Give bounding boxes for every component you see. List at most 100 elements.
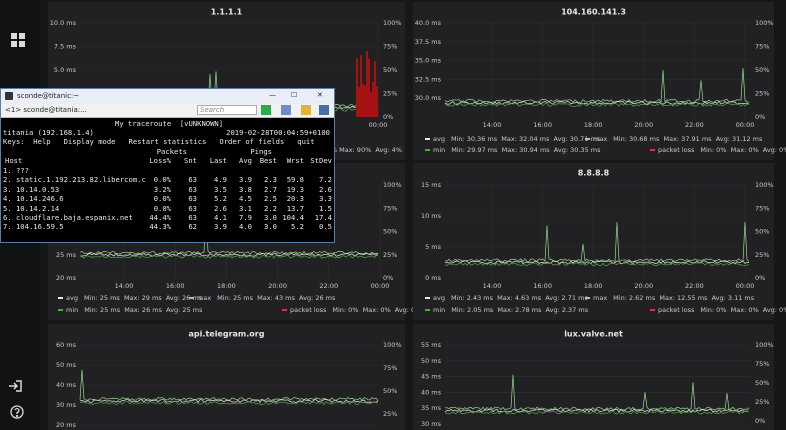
x-tick-label: 00:00 [736,282,755,290]
table-cell: 3.1 [239,203,252,213]
table-cell: 2. static.1.192.213.82.libercom.c [3,175,146,185]
loss-bar [362,83,364,117]
y2-tick-label: 100% [383,19,402,27]
y2-tick-label: 0% [755,417,765,425]
y-tick-label: 30.0 ms [415,94,442,102]
y-tick-label: 40.0 ms [415,19,442,27]
table-cell: 5.2 [214,194,227,204]
trace [79,212,379,255]
table-cell: 2.6 [319,184,332,194]
table-cell: 3.0 [264,213,277,222]
legend-swatch [58,297,63,299]
y2-tick-label: 50% [755,66,769,74]
title-bar: sconde@titanic:~ — ☐ ✕ [1,89,334,104]
minimize-button[interactable]: — [269,91,276,99]
x-tick-label: 16:00 [533,282,552,290]
table-cell: 63 [188,203,197,213]
x-tick-label: 00:00 [371,282,390,290]
legend-name: packet loss [658,146,695,154]
panel [48,324,405,430]
legend-name: min [433,306,445,314]
legend-stats: Min: 2.62 ms Max: 12.55 ms Avg: 3.11 ms [613,294,755,302]
new-tab-button[interactable] [261,105,271,115]
view-button[interactable] [281,105,291,115]
y-tick-label: 50 ms [56,361,77,369]
help-icon[interactable] [10,405,24,419]
table-cell: 2.2 [264,203,277,213]
y2-tick-label: 50% [383,228,397,236]
y-tick-label: 10.0 ms [50,19,77,27]
y-tick-label: 30 ms [421,420,442,428]
table-cell: 4. 10.14.246.6 [3,194,64,204]
x-tick-label: 16:00 [533,121,552,129]
legend-stats: Min: 2.43 ms Max: 4.63 ms Avg: 2.71 ms [451,294,588,302]
maximize-button[interactable]: ☐ [291,91,298,99]
x-tick-label: 20:00 [268,282,287,290]
panel-title: 104.160.141.3 [561,8,626,17]
table-cell: 0.5 [319,222,332,232]
legend-swatch [650,149,655,151]
y-tick-label: 20 ms [56,274,77,282]
table-cell: 3.8 [239,184,252,194]
table-cell: 13.7 [286,203,304,213]
terminal-window[interactable]: sconde@titanic:~ — ☐ ✕ <1> sconde@titani… [0,88,335,243]
y-tick-label: 20 ms [56,421,77,429]
search-box[interactable]: Search [197,105,257,115]
trace [444,221,750,263]
trace [444,374,750,411]
table-cell: 44.4% [149,213,171,222]
y-tick-label: 45 ms [421,373,442,381]
panel-title: api.telegram.org [189,330,265,339]
loss-bar [372,81,374,117]
x-tick-label: 18:00 [584,282,603,290]
legend-stats: Min: 25 ms Max: 43 ms Avg: 26 ms [217,294,336,302]
column-header: Last [209,156,227,165]
trace [444,262,750,267]
sign-in-icon[interactable] [9,380,22,392]
table-cell: 20.3 [286,194,304,204]
y2-tick-label: 25% [383,410,397,418]
table-cell: 3.5 [214,184,227,194]
loss-bar [358,87,360,117]
y-tick-label: 37.5 ms [415,38,442,46]
column-header: StDev [310,156,332,165]
table-cell: 7.2 [319,175,332,185]
y-tick-label: 5.0 ms [54,66,77,74]
y2-tick-label: 100% [755,19,774,27]
x-tick-label: 18:00 [584,121,603,129]
x-tick-label: 14:00 [483,121,502,129]
legend-fragment: % Max: 90% Avg: 4% [331,146,402,154]
y-tick-label: 60 ms [56,341,77,349]
legend-stats: Min: 29.97 ms Max: 30.94 ms Avg: 30.35 m… [451,146,601,154]
table-cell: 104.4 [282,213,304,222]
lock-button[interactable] [301,105,311,115]
x-tick-label: 20:00 [634,121,653,129]
y2-tick-label: 0% [383,113,393,121]
x-tick-label: 22:00 [685,121,704,129]
trace [444,410,749,415]
y2-tick-label: 0% [755,274,765,282]
menu-button[interactable] [319,105,329,115]
dashboards-icon[interactable] [11,33,25,47]
close-button[interactable]: ✕ [317,91,323,99]
y2-tick-label: 100% [383,341,402,349]
table-cell: 7.9 [239,213,252,222]
table-cell: 44.3% [149,222,171,232]
y-tick-label: 25 ms [56,251,77,259]
heading: My traceroute [vUNKNOWN] [114,119,224,128]
loss-bar [376,86,378,117]
y2-tick-label: 0% [383,274,393,282]
legend-name: avg [433,135,445,143]
legend-name: avg [433,294,445,302]
table-cell: 6. cloudflare.baja.espanix.net [3,213,133,222]
y2-tick-label: 75% [755,43,769,51]
x-tick-label: 14:00 [115,282,134,290]
table-cell: 59.8 [286,175,304,185]
table-cell: 3.3 [319,194,332,204]
tab[interactable]: <1> sconde@titania:... [5,106,87,114]
host-line: titania (192.168.1.4) [3,128,94,137]
table-cell: 17.4 [314,213,332,222]
y2-tick-label: 0% [755,113,765,121]
y2-tick-label: 50% [755,228,769,236]
